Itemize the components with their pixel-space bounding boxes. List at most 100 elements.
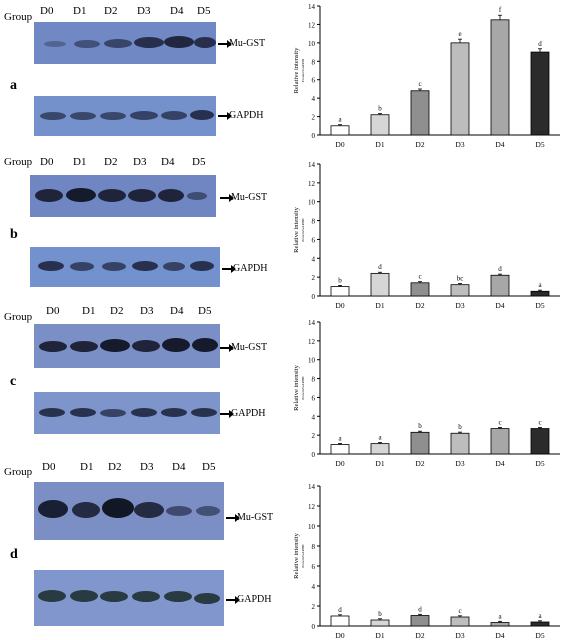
bar <box>450 42 470 136</box>
significance-letter: d <box>378 263 382 271</box>
mu-gst-label: Mu-GST <box>220 192 267 203</box>
lane-label: D2 <box>110 305 124 317</box>
x-tick-label: D1 <box>375 140 384 149</box>
y-tick-label: 6 <box>312 77 316 85</box>
y-axis-label: Relative intensity <box>293 206 300 252</box>
lane-label: D2 <box>104 156 118 168</box>
y-tick-label: 10 <box>308 523 316 531</box>
y-tick-label: 10 <box>308 199 316 207</box>
lane-label: D0 <box>46 305 60 317</box>
y-tick-label: 8 <box>312 218 316 226</box>
bar-chart-d: 0 2 4 6 8 10 12 14 Relative intensity Protein/GAP… <box>293 483 560 640</box>
bar-chart-b: 0 2 4 6 8 10 12 14 Relative intensity Protein/GAP… <box>293 161 560 310</box>
bar <box>450 284 470 297</box>
y-tick-label: 12 <box>308 21 316 29</box>
bar <box>530 621 550 627</box>
bar <box>330 444 350 455</box>
x-tick-label: D3 <box>455 459 464 468</box>
mu-gst-label: Mu-GST <box>220 342 267 353</box>
bar <box>530 428 550 455</box>
western-blot-target <box>34 324 220 368</box>
lane-label: D4 <box>170 305 184 317</box>
y-tick-label: 4 <box>312 95 316 103</box>
bar <box>370 272 390 297</box>
x-tick-label: D0 <box>335 301 344 310</box>
significance-letter: a <box>538 612 542 620</box>
gapdh-label: GAPDH <box>226 594 271 605</box>
y-tick-label: 2 <box>312 603 316 611</box>
y-tick-label: 0 <box>312 132 316 140</box>
lane-label: D2 <box>108 461 122 473</box>
significance-letter: d <box>338 606 342 614</box>
x-tick-label: D4 <box>495 140 504 149</box>
x-tick-label: D2 <box>415 140 424 149</box>
gapdh-label: GAPDH <box>220 408 265 419</box>
lane-label: D3 <box>133 156 147 168</box>
significance-letter: c <box>418 273 421 281</box>
lane-label: D3 <box>140 461 154 473</box>
significance-letter: f <box>499 6 502 14</box>
bar <box>330 286 350 297</box>
significance-letter: c <box>418 80 421 88</box>
lane-label: D2 <box>104 5 118 17</box>
y-tick-label: 6 <box>312 236 316 244</box>
y-axis-sublabel: Protein/GAPDH <box>301 544 305 568</box>
panel-letter: c <box>10 374 17 389</box>
lane-label: D0 <box>40 156 54 168</box>
bar <box>330 615 350 627</box>
x-tick-label: D4 <box>495 631 504 640</box>
lane-label: D5 <box>192 156 206 168</box>
bar <box>370 114 390 136</box>
significance-letter: d <box>538 40 542 48</box>
bar <box>450 432 470 455</box>
x-tick-label: D2 <box>415 631 424 640</box>
western-blot-control <box>34 570 224 626</box>
y-tick-label: 8 <box>312 376 316 384</box>
western-blot-target <box>34 22 216 64</box>
x-tick-label: D3 <box>455 301 464 310</box>
bar <box>490 274 510 297</box>
x-tick-label: D0 <box>335 631 344 640</box>
significance-letter: b <box>378 610 382 618</box>
group-label: Group <box>4 11 33 23</box>
significance-letter: a <box>338 434 342 442</box>
panel-letter: d <box>10 547 18 562</box>
mu-gst-label: Mu-GST <box>226 512 273 523</box>
lane-label: D1 <box>82 305 96 317</box>
group-label: Group <box>4 311 33 323</box>
western-blot-control <box>34 96 216 136</box>
y-tick-label: 10 <box>308 40 316 48</box>
lane-label: D5 <box>202 461 216 473</box>
lane-label: D5 <box>198 305 212 317</box>
bar-chart-c: 0 2 4 6 8 10 12 14 Relative intensity Protein/GAP… <box>293 319 560 468</box>
x-tick-label: D3 <box>455 631 464 640</box>
significance-letter: b <box>458 423 462 431</box>
western-blot-target <box>30 175 216 217</box>
x-tick-label: D1 <box>375 631 384 640</box>
lane-label: D1 <box>73 5 87 17</box>
bar <box>490 19 510 136</box>
significance-letter: a <box>538 281 542 289</box>
y-tick-label: 14 <box>308 3 316 11</box>
lane-label: D4 <box>172 461 186 473</box>
y-tick-label: 2 <box>312 432 316 440</box>
significance-letter: a <box>498 612 502 620</box>
y-tick-label: 2 <box>312 114 316 122</box>
y-tick-label: 0 <box>312 623 316 631</box>
y-axis-sublabel: Protein/GAPDH <box>301 58 305 82</box>
x-tick-label: D5 <box>535 631 544 640</box>
significance-letter: b <box>338 276 342 284</box>
lane-label: D0 <box>42 461 56 473</box>
western-blot-control <box>34 392 220 434</box>
x-tick-label: D2 <box>415 301 424 310</box>
western-blot-control <box>30 247 220 287</box>
lane-label: D4 <box>161 156 175 168</box>
bar <box>410 282 430 297</box>
y-tick-label: 14 <box>308 319 316 327</box>
bar <box>410 431 430 455</box>
lane-label: D1 <box>73 156 87 168</box>
bar <box>530 290 550 297</box>
group-label: Group <box>4 466 33 478</box>
bar-chart-a: 0 2 4 6 8 10 12 14 Relative intensity Protein/GAP… <box>293 3 560 149</box>
bar <box>330 125 350 136</box>
